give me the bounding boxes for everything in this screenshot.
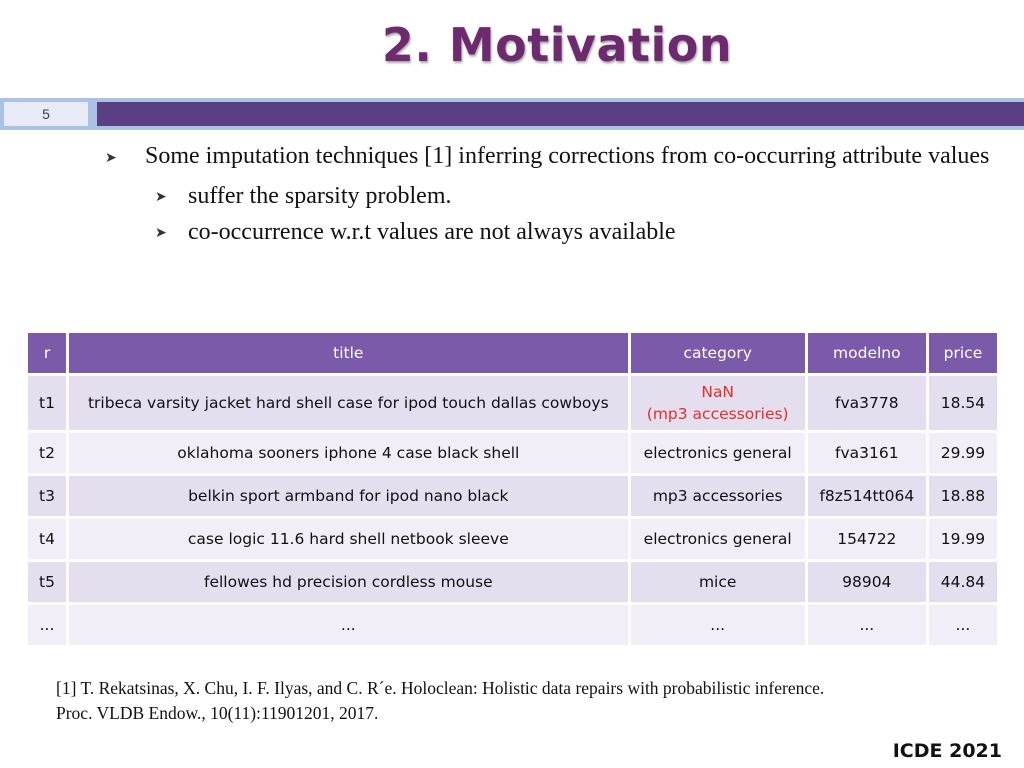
cell-modelno: ... (807, 605, 926, 645)
cell-category: electronics general (630, 519, 805, 559)
slide-number-frame: 5 (0, 98, 92, 130)
cell-r: t5 (28, 562, 67, 602)
table-row: t1 tribeca varsity jacket hard shell cas… (28, 376, 997, 430)
product-table: r title category modelno price t1 tribec… (25, 330, 1000, 648)
table-row: t3 belkin sport armband for ipod nano bl… (28, 476, 997, 516)
cell-r: t3 (28, 476, 67, 516)
cell-title: belkin sport armband for ipod nano black (69, 476, 628, 516)
table-row: ... ... ... ... ... (28, 605, 997, 645)
bullet-main-text: Some imputation techniques [1] inferring… (145, 143, 990, 169)
slide-number: 5 (4, 102, 88, 126)
cell-modelno: fva3161 (807, 433, 926, 473)
table-header-row: r title category modelno price (28, 333, 997, 373)
cell-price: 44.84 (928, 562, 997, 602)
col-header-modelno: modelno (807, 333, 926, 373)
col-header-price: price (928, 333, 997, 373)
bullet-list: ➤ Some imputation techniques [1] inferri… (105, 140, 1005, 247)
cell-r: t1 (28, 376, 67, 430)
table-row: t4 case logic 11.6 hard shell netbook sl… (28, 519, 997, 559)
cell-modelno: 98904 (807, 562, 926, 602)
bullet-sub-1: ➤ suffer the sparsity problem. (105, 181, 1005, 211)
bullet-main: ➤ Some imputation techniques [1] inferri… (105, 140, 1005, 173)
cell-title: tribeca varsity jacket hard shell case f… (69, 376, 628, 430)
cell-modelno: fva3778 (807, 376, 926, 430)
cell-category: mp3 accessories (630, 476, 805, 516)
cell-price: ... (928, 605, 997, 645)
cell-price: 18.88 (928, 476, 997, 516)
header-bar (97, 102, 1024, 126)
cell-title: ... (69, 605, 628, 645)
chevron-arrow-icon: ➤ (155, 226, 167, 241)
table-row: t5 fellowes hd precision cordless mouse … (28, 562, 997, 602)
cell-price: 19.99 (928, 519, 997, 559)
chevron-arrow-icon: ➤ (155, 190, 167, 205)
reference-line-2: Proc. VLDB Endow., 10(11):11901201, 2017… (56, 703, 379, 723)
header-band: 5 (0, 98, 1024, 130)
cell-category: mice (630, 562, 805, 602)
cell-price: 29.99 (928, 433, 997, 473)
cell-category: electronics general (630, 433, 805, 473)
slide-title: 2. Motivation (381, 18, 733, 72)
nan-value: NaN (701, 383, 735, 401)
cell-modelno: 154722 (807, 519, 926, 559)
cell-r: t2 (28, 433, 67, 473)
cell-title: oklahoma sooners iphone 4 case black she… (69, 433, 628, 473)
col-header-title: title (69, 333, 628, 373)
ground-truth-value: (mp3 accessories) (646, 405, 789, 423)
reference-note: [1] T. Rekatsinas, X. Chu, I. F. Ilyas, … (56, 676, 996, 726)
table-row: t2 oklahoma sooners iphone 4 case black … (28, 433, 997, 473)
venue-label: ICDE 2021 (892, 740, 1002, 762)
reference-line-1: [1] T. Rekatsinas, X. Chu, I. F. Ilyas, … (56, 678, 825, 698)
bullet-sub-2: ➤ co-occurrence w.r.t values are not alw… (105, 217, 1005, 247)
cell-category-error: NaN (mp3 accessories) (630, 376, 805, 430)
cell-modelno: f8z514tt064 (807, 476, 926, 516)
cell-r: ... (28, 605, 67, 645)
bullet-sub-2-text: co-occurrence w.r.t values are not alway… (188, 219, 676, 245)
chevron-arrow-icon: ➤ (105, 151, 117, 166)
col-header-r: r (28, 333, 67, 373)
cell-r: t4 (28, 519, 67, 559)
cell-title: case logic 11.6 hard shell netbook sleev… (69, 519, 628, 559)
cell-price: 18.54 (928, 376, 997, 430)
cell-category: ... (630, 605, 805, 645)
cell-title: fellowes hd precision cordless mouse (69, 562, 628, 602)
bullet-sub-1-text: suffer the sparsity problem. (188, 183, 452, 209)
col-header-category: category (630, 333, 805, 373)
